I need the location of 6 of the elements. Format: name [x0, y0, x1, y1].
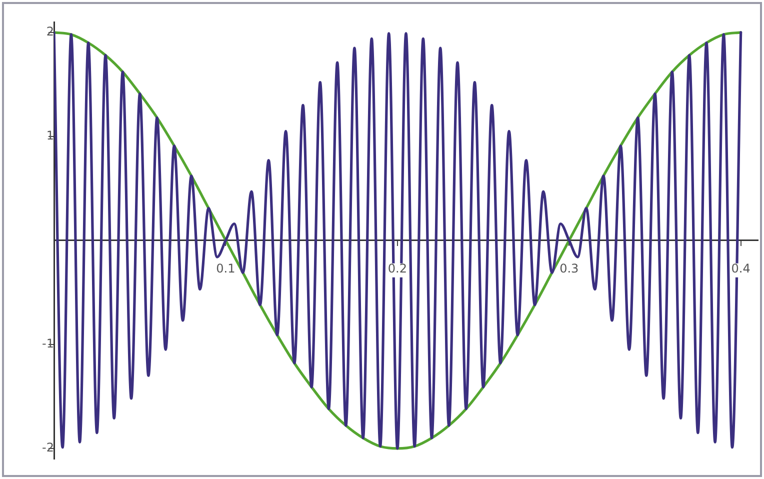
x-tick-label: 0.1 [216, 262, 236, 276]
x-tick-label: 0.2 [388, 262, 407, 276]
x-tick-label: 0.4 [731, 262, 750, 276]
y-tick-label: -1 [42, 336, 54, 351]
x-tick-label: 0.3 [560, 262, 579, 276]
y-tick-label: -2 [42, 440, 54, 455]
